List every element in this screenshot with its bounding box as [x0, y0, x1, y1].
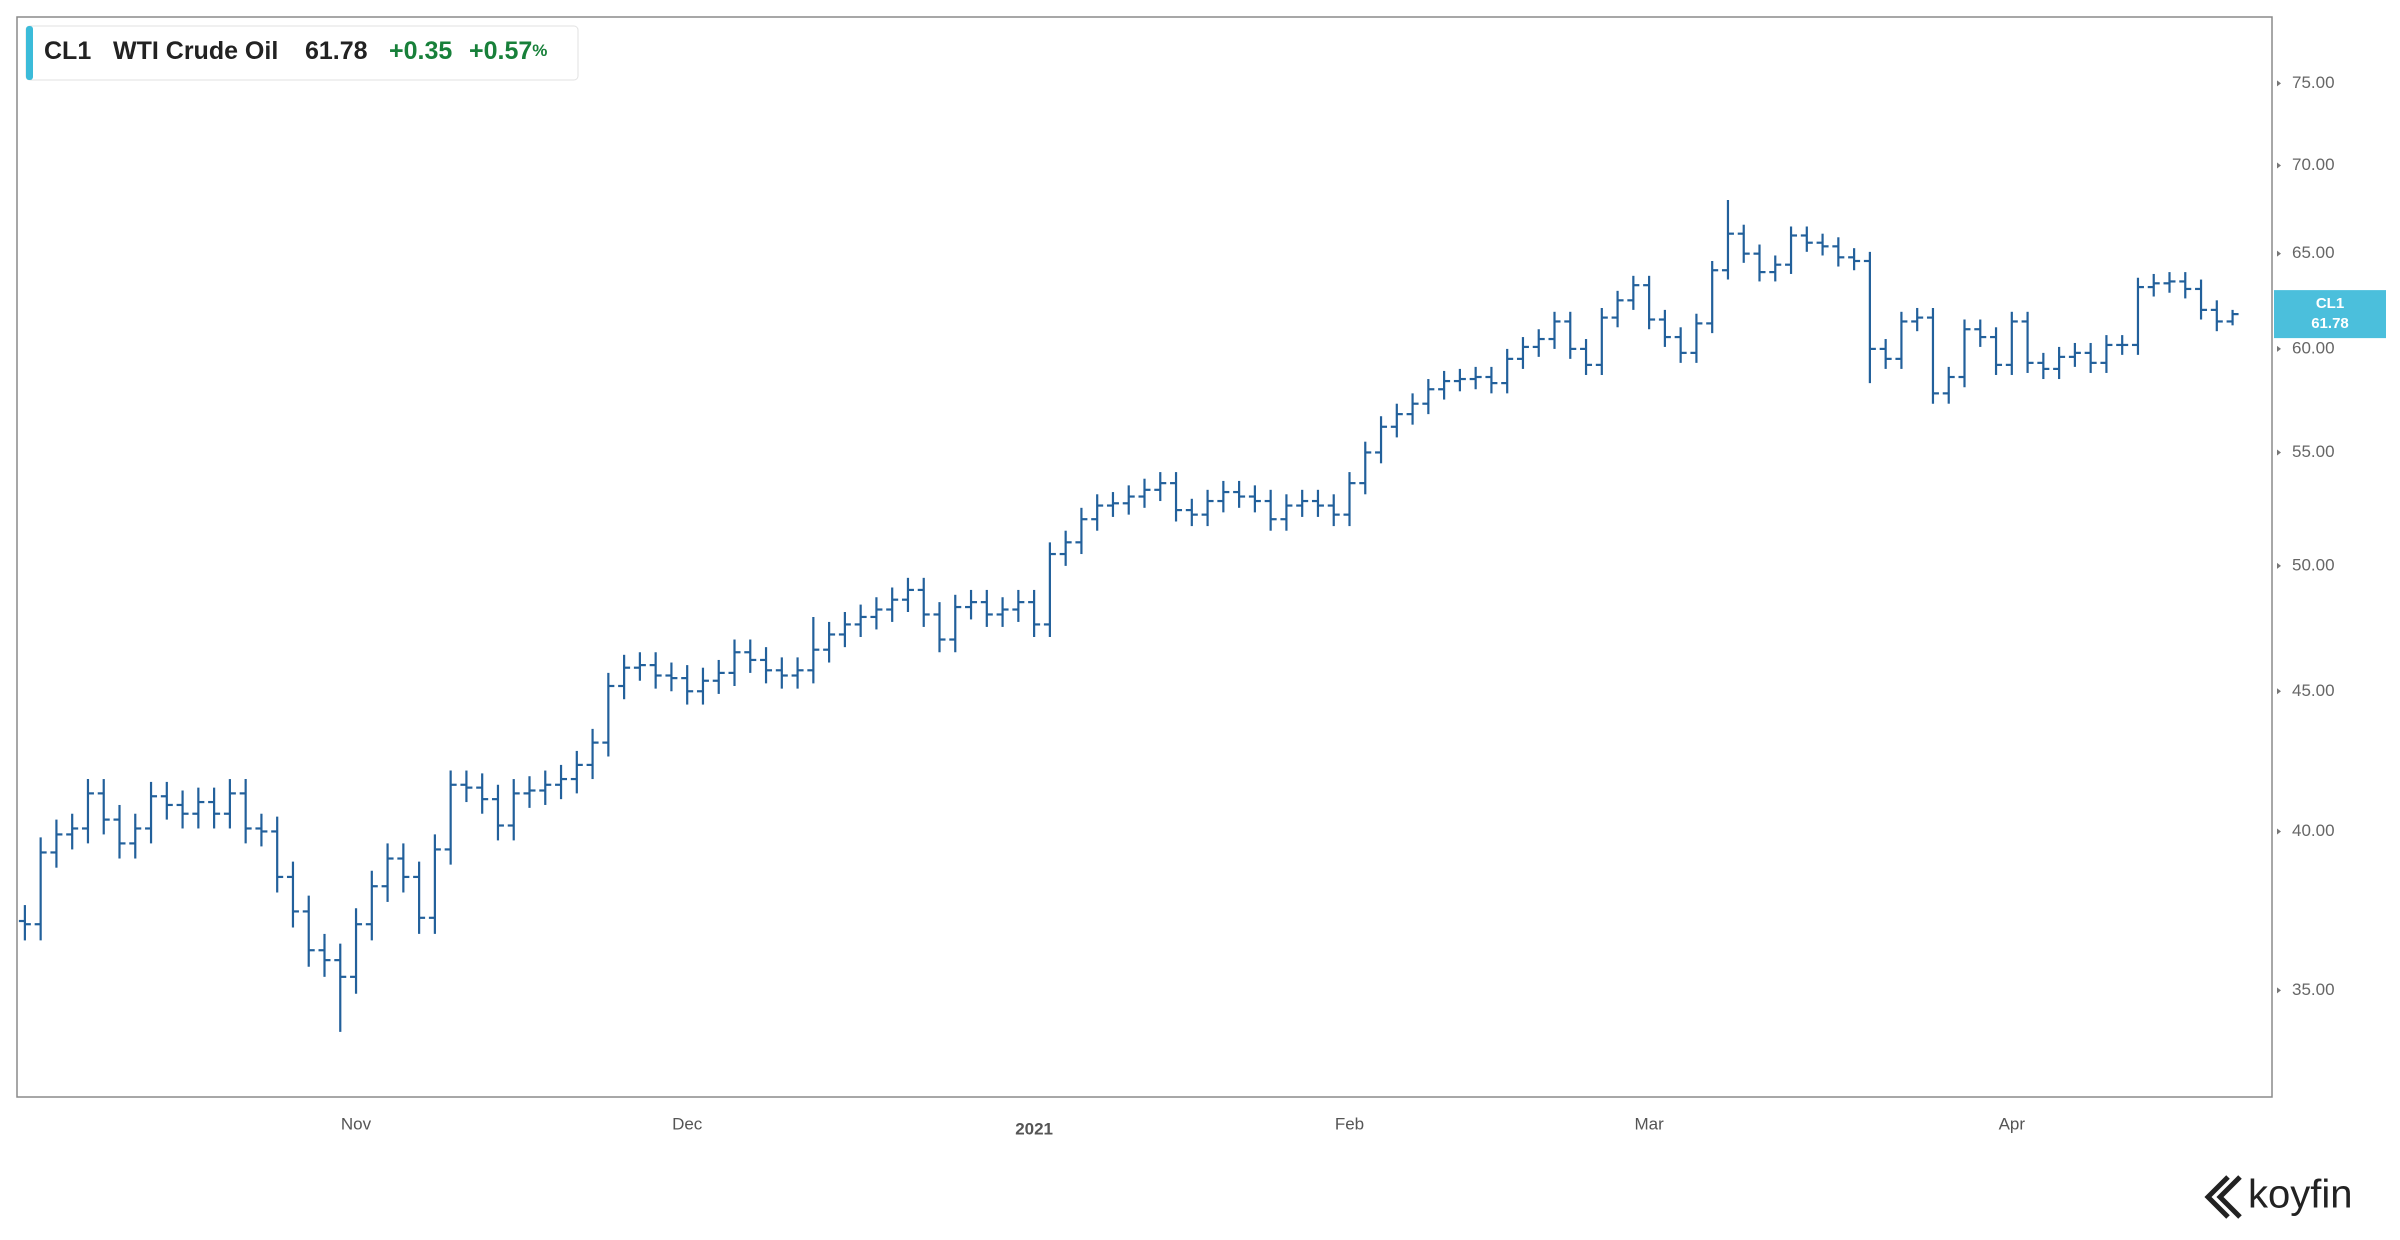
price-change: +0.35: [389, 37, 452, 65]
y-tick-mark: [2277, 562, 2281, 569]
y-tick-mark: [2277, 250, 2281, 257]
percent-sign: %: [532, 41, 547, 60]
tag-ticker: CL1: [2316, 295, 2344, 312]
x-tick-label: Dec: [672, 1114, 703, 1133]
ticker: CL1: [44, 37, 91, 65]
x-tick-label: Feb: [1335, 1114, 1364, 1133]
instrument-name: WTI Crude Oil: [113, 37, 278, 65]
y-tick-mark: [2277, 80, 2281, 87]
y-tick-label: 35.00: [2292, 980, 2335, 999]
y-tick-mark: [2277, 449, 2281, 456]
y-tick-label: 70.00: [2292, 155, 2335, 174]
last-price: 61.78: [305, 37, 368, 65]
x-tick-label: Apr: [1999, 1114, 2026, 1133]
logo-text: koyfin: [2248, 1173, 2353, 1217]
x-tick-label: 2021: [1015, 1119, 1053, 1138]
y-tick-label: 60.00: [2292, 338, 2335, 357]
y-tick-label: 40.00: [2292, 821, 2335, 840]
plot-frame: [16, 16, 2273, 1098]
y-tick-mark: [2277, 162, 2281, 169]
y-tick-mark: [2277, 688, 2281, 695]
header-text: CL1 WTI Crude Oil 61.78 +0.35 +0.57%: [44, 37, 547, 65]
ohlc-series: [18, 199, 2239, 1032]
brand-logo: koyfin: [2204, 1173, 2353, 1219]
percent-change: +0.57: [469, 37, 532, 65]
y-tick-mark: [2277, 828, 2281, 835]
x-tick-label: Mar: [1634, 1114, 1664, 1133]
y-tick-mark: [2277, 345, 2281, 352]
tag-price: 61.78: [2311, 315, 2349, 332]
y-tick-label: 55.00: [2292, 442, 2335, 461]
x-tick-label: Nov: [341, 1114, 372, 1133]
y-tick-mark: [2277, 987, 2281, 994]
y-tick-label: 50.00: [2292, 555, 2335, 574]
last-price-tag: [2274, 290, 2386, 339]
legend-header: CL1 WTI Crude Oil 61.78 +0.35 +0.57%: [25, 25, 579, 81]
y-tick-label: 45.00: [2292, 681, 2335, 700]
header-accent: [26, 26, 33, 80]
y-tick-label: 65.00: [2292, 243, 2335, 262]
y-tick-label: 75.00: [2292, 73, 2335, 92]
logo-icon: [2204, 1175, 2242, 1219]
